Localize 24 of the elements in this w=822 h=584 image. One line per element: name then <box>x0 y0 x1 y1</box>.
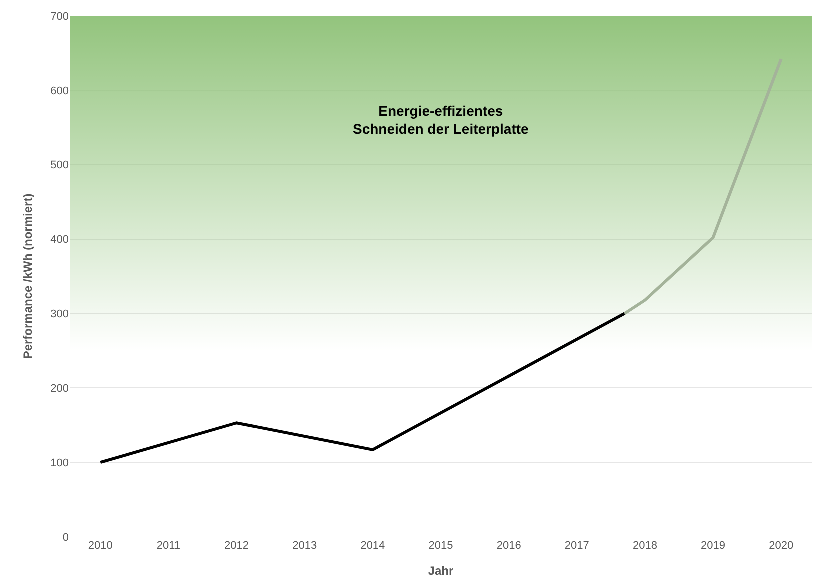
y-tick-label: 100 <box>50 457 69 470</box>
x-tick-label: 2019 <box>701 540 726 552</box>
y-tick-label: 300 <box>50 308 69 321</box>
y-axis-title: Performance /kWh (normiert) <box>20 194 35 360</box>
x-tick-label: 2017 <box>564 540 590 552</box>
x-tick-label: 2015 <box>428 540 454 552</box>
x-tick-label: 2012 <box>224 540 250 552</box>
line-series <box>623 58 783 316</box>
x-tick-label: 2014 <box>360 540 386 552</box>
y-tick-label: 200 <box>50 382 69 395</box>
x-tick-label: 2013 <box>292 540 318 552</box>
y-tick-label: 400 <box>50 234 69 246</box>
y-tick-label: 600 <box>50 85 69 98</box>
y-tick-label: 500 <box>50 160 69 172</box>
line-series <box>99 312 626 464</box>
x-axis-title: Jahr <box>428 564 454 578</box>
x-tick-label: 2016 <box>496 540 522 552</box>
x-tick-label: 2020 <box>769 540 794 552</box>
x-tick-label: 2010 <box>88 540 113 552</box>
y-tick-label: 700 <box>50 10 69 23</box>
x-tick-label: 2018 <box>632 540 658 552</box>
band-label: Energie-effizientes Schneiden der Leiterplatte <box>353 103 530 138</box>
y-tick-label: 0 <box>62 532 69 544</box>
x-tick-label: 2011 <box>156 540 181 552</box>
